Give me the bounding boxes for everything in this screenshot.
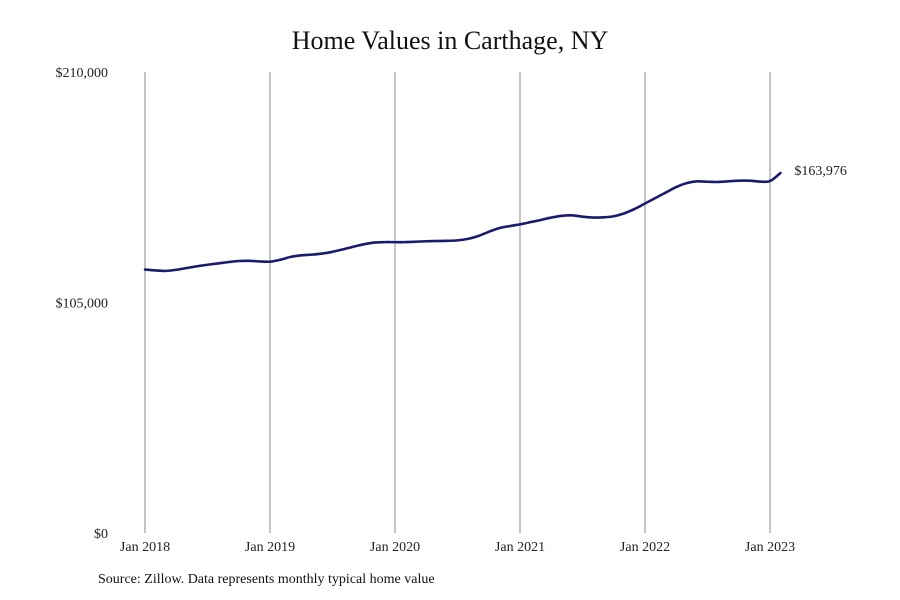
x-tick-label: Jan 2023 <box>745 540 795 555</box>
source-note: Source: Zillow. Data represents monthly … <box>98 572 435 587</box>
y-axis-ticks: $0 $105,000 $210,000 <box>56 66 109 542</box>
x-tick-label: Jan 2021 <box>495 540 545 555</box>
x-tick-label: Jan 2019 <box>245 540 295 555</box>
y-tick-label: $105,000 <box>56 297 109 312</box>
y-tick-label: $0 <box>94 527 108 542</box>
series-line <box>143 171 782 273</box>
gridlines <box>144 72 771 533</box>
series-layer: $163,976 <box>143 164 847 273</box>
y-tick-label: $210,000 <box>56 66 109 81</box>
x-axis-ticks: Jan 2018 Jan 2019 Jan 2020 Jan 2021 Jan 2022… <box>120 540 795 555</box>
x-tick-label: Jan 2018 <box>120 540 170 555</box>
chart-title: Home Values in Carthage, NY <box>291 26 609 55</box>
x-tick-label: Jan 2022 <box>620 540 670 555</box>
end-value-label: $163,976 <box>794 164 847 179</box>
x-tick-label: Jan 2020 <box>370 540 420 555</box>
